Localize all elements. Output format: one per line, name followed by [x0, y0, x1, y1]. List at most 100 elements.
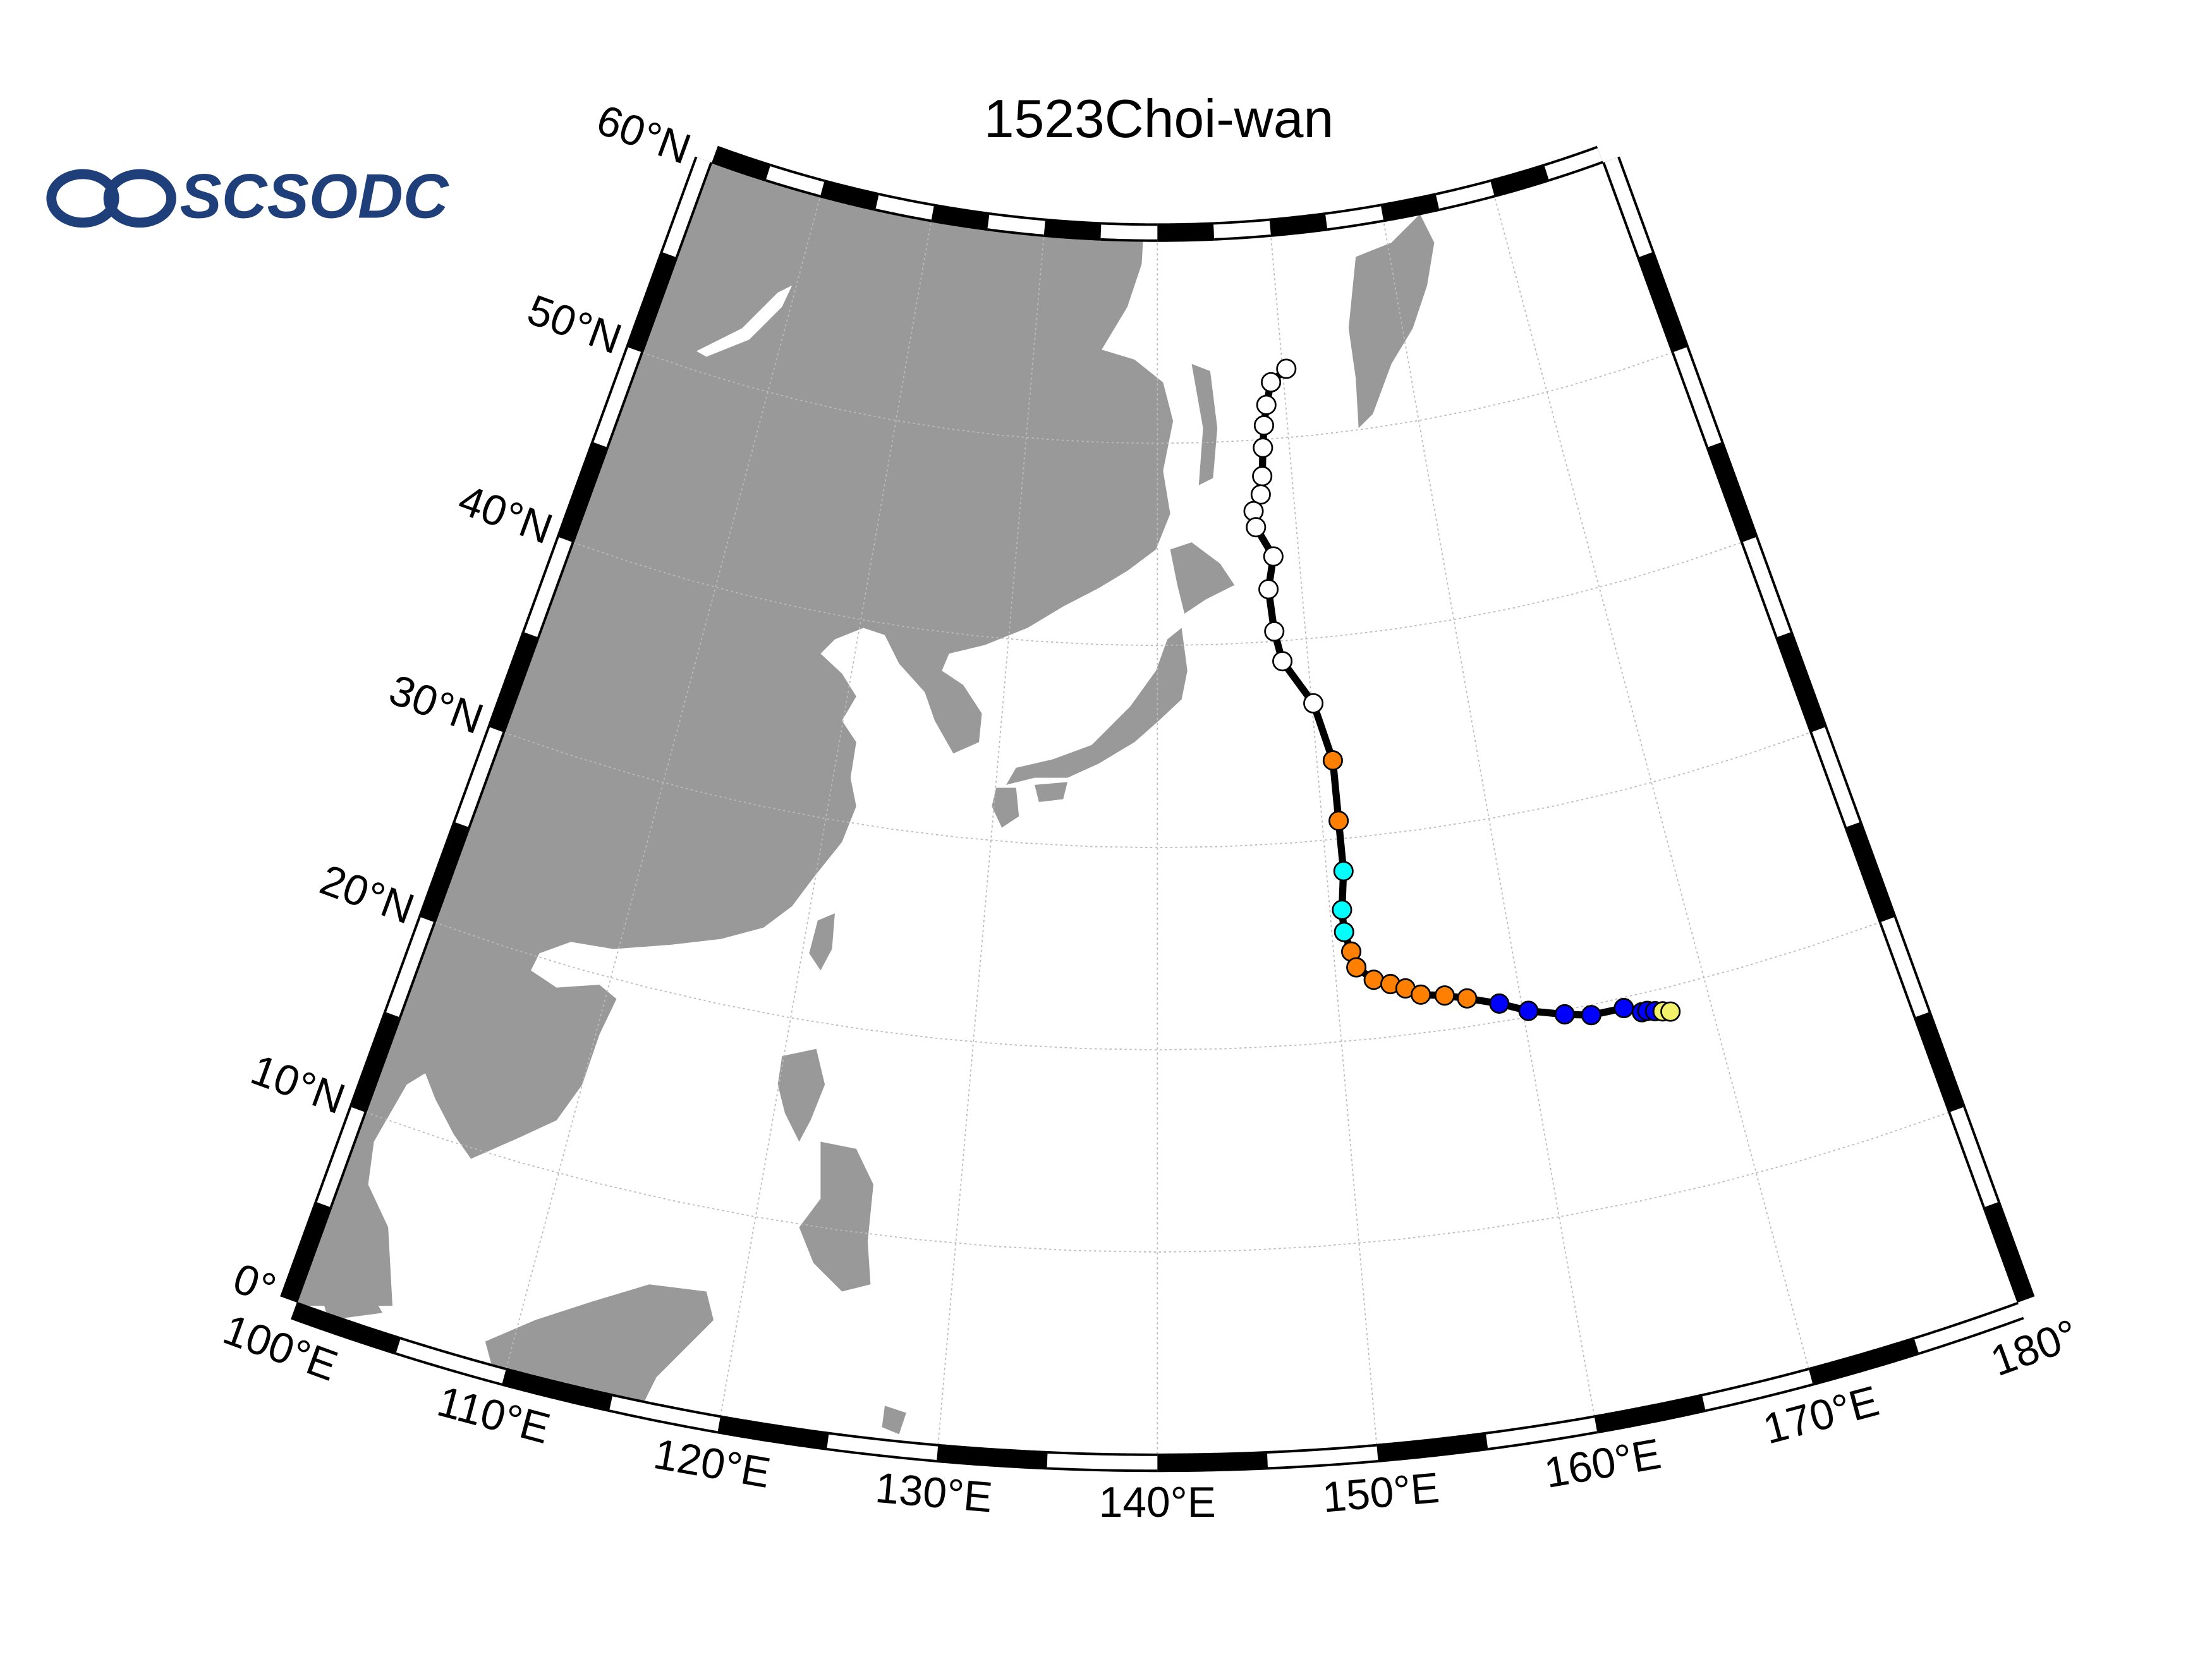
grid-line	[435, 921, 1880, 1051]
frame-segment	[556, 441, 609, 543]
sakhalin	[1191, 363, 1218, 485]
frame	[280, 145, 2035, 1473]
track-point	[1263, 546, 1284, 567]
sumatra	[307, 1241, 383, 1320]
grid-line	[720, 221, 932, 1416]
lon-tick-label: 140°E	[1099, 1479, 1216, 1526]
track-point	[1333, 861, 1354, 882]
track-point	[1660, 1001, 1681, 1022]
frame-segment	[1157, 222, 1215, 242]
track-point	[1258, 579, 1279, 600]
frame-segment	[662, 157, 710, 257]
frame-segment	[1844, 821, 1897, 923]
frame-segment	[766, 166, 824, 195]
frame-segment	[1544, 148, 1603, 179]
frame-segment	[1043, 218, 1102, 241]
frame-segment	[1605, 157, 1652, 257]
frame-segment	[626, 251, 678, 353]
logo-ring	[103, 169, 176, 228]
frame-segment	[593, 347, 641, 447]
frame-segment	[1594, 1394, 1706, 1434]
honshu	[1006, 628, 1188, 785]
logo: SCSODC	[46, 162, 449, 232]
track-point	[1457, 988, 1478, 1009]
logo-ring	[46, 169, 119, 228]
mindanao	[799, 1141, 873, 1292]
frame-segment	[987, 214, 1045, 234]
frame-segment	[280, 1201, 332, 1303]
track-point	[1253, 415, 1274, 436]
frame-segment	[1380, 193, 1440, 222]
frame-segment	[501, 1368, 613, 1413]
frame-segment	[1702, 1370, 1813, 1410]
frame-segment	[1637, 251, 1689, 353]
frame-segment	[931, 204, 990, 231]
track-point	[1346, 957, 1367, 978]
frame-segment	[1742, 537, 1790, 637]
frame-segment	[1674, 347, 1722, 447]
track-point	[1334, 921, 1354, 942]
frame-segment	[1950, 1107, 1998, 1207]
frame-segment	[1812, 727, 1860, 827]
frame-segment	[1775, 631, 1828, 733]
track-point	[1276, 358, 1297, 379]
frame-segment	[1100, 224, 1158, 240]
frame-segment	[609, 1396, 720, 1431]
track-point	[1303, 693, 1324, 714]
frame-segment	[1267, 1446, 1378, 1468]
frame-segment	[418, 821, 471, 923]
grid-line	[1383, 221, 1595, 1416]
frame-segment	[1913, 1011, 1966, 1113]
track-point	[1272, 651, 1293, 672]
track-point	[1322, 750, 1343, 771]
lon-tick-label: 150°E	[1320, 1464, 1441, 1522]
frame-segment	[487, 631, 540, 733]
track-point	[1489, 993, 1510, 1014]
frame-segment	[1269, 212, 1328, 237]
sulawesi	[882, 1406, 906, 1435]
track-point	[1328, 810, 1349, 831]
track-point	[1253, 437, 1273, 458]
grid-line	[642, 352, 1673, 444]
frame-segment	[711, 145, 771, 182]
track-point	[1518, 1000, 1539, 1021]
frame-segment	[291, 1301, 401, 1355]
frame-segment	[820, 179, 880, 211]
shikoku	[1035, 782, 1068, 803]
track-point	[1264, 621, 1285, 642]
track-point	[1581, 1005, 1601, 1026]
taiwan	[809, 913, 835, 971]
track-point	[1261, 372, 1282, 392]
frame-segment	[717, 1415, 829, 1450]
frame-segment	[317, 1107, 365, 1207]
logo-text: SCSODC	[180, 162, 449, 232]
track-point	[1363, 969, 1384, 990]
lon-tick-label: 130°E	[873, 1464, 994, 1522]
frame-segment	[1436, 181, 1495, 209]
frame-segment	[827, 1434, 939, 1461]
frame-segment	[1486, 1418, 1597, 1448]
hokkaido	[1170, 542, 1235, 614]
frame-segment	[524, 537, 572, 637]
track-point	[1613, 998, 1634, 1019]
track-point	[1554, 1004, 1575, 1024]
lake	[696, 285, 793, 357]
frame-segment	[1914, 1304, 2024, 1352]
track-point	[1434, 985, 1455, 1006]
frame-segment	[455, 727, 503, 827]
frame-segment	[1881, 917, 1929, 1018]
frame-segment	[875, 195, 934, 220]
frame-segment	[1213, 221, 1271, 238]
grid-line	[1270, 236, 1378, 1445]
frame-segment	[1325, 206, 1383, 229]
chart-title: 1523Choi-wan	[984, 88, 1334, 149]
track-point	[1250, 484, 1271, 505]
frame-segment	[1047, 1454, 1158, 1470]
frame-segment	[1490, 164, 1550, 198]
frame-segment	[349, 1011, 401, 1113]
frame-segment	[1376, 1431, 1488, 1462]
kyushu	[992, 787, 1019, 828]
frame-segment	[936, 1443, 1048, 1470]
frame-segment	[396, 1339, 506, 1383]
